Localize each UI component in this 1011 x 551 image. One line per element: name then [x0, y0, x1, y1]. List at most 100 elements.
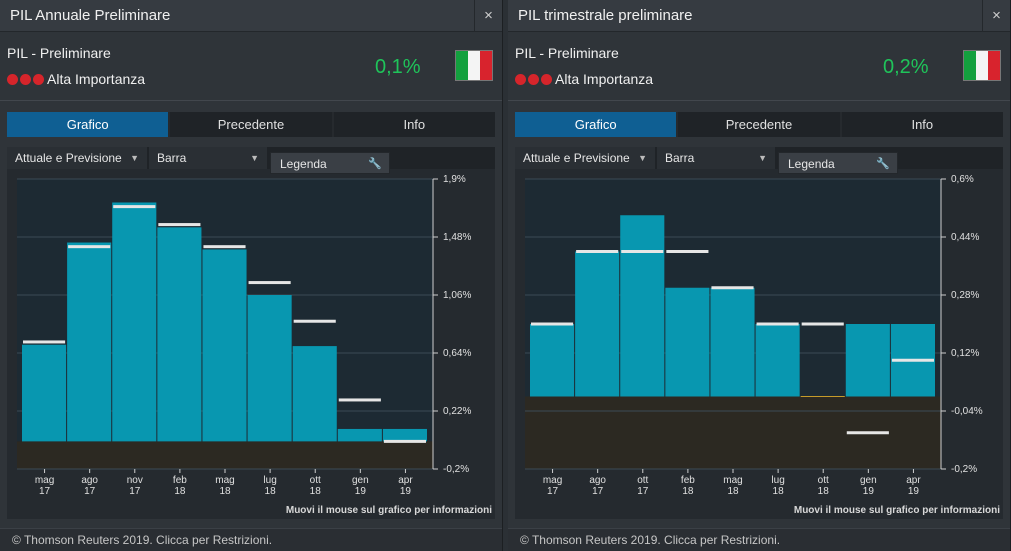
panel-quarterly-gdp: PIL trimestrale preliminare × PIL - Prel…: [508, 0, 1011, 551]
x-tick-label: 17: [637, 486, 649, 497]
x-tick-label: ott: [310, 475, 321, 486]
tab-precedente[interactable]: Precedente: [170, 112, 332, 137]
copyright-footer[interactable]: © Thomson Reuters 2019. Clicca per Restr…: [0, 528, 502, 551]
x-tick-label: 17: [39, 486, 51, 497]
y-tick-label: 1,48%: [443, 232, 471, 243]
panel-annual-gdp: PIL Annuale Preliminare × PIL - Prelimin…: [0, 0, 503, 551]
caret-down-icon: ▼: [250, 153, 259, 163]
gdp-bar-chart[interactable]: 0,6%0,44%0,28%0,12%-0,04%-0,2%mag17ago17…: [515, 169, 1003, 499]
gdp-bar-chart[interactable]: 1,9%1,48%1,06%0,64%0,22%-0,2%mag17ago17n…: [7, 169, 495, 499]
tab-info[interactable]: Info: [333, 112, 495, 137]
event-value: 0,1%: [375, 56, 421, 78]
forecast-marker: [113, 205, 156, 209]
view-select[interactable]: Attuale e Previsione ▼: [515, 147, 655, 169]
view-select-value: Attuale e Previsione: [15, 151, 122, 165]
event-header: PIL - Preliminare Alta Importanza 0,1%: [0, 33, 502, 101]
forecast-marker: [576, 250, 619, 253]
chart-type-value: Barra: [665, 151, 695, 165]
importance-label: Alta Importanza: [47, 71, 146, 87]
view-select-value: Attuale e Previsione: [523, 151, 630, 165]
caret-down-icon: ▼: [130, 153, 139, 163]
tab-info[interactable]: Info: [841, 112, 1003, 137]
importance-dot-icon: [7, 73, 18, 85]
bar: [710, 287, 755, 397]
x-tick-label: 17: [547, 486, 559, 497]
x-tick-label: lug: [263, 475, 276, 486]
legend-label: Legenda: [280, 157, 327, 171]
view-select[interactable]: Attuale e Previsione ▼: [7, 147, 147, 169]
forecast-marker: [293, 319, 336, 323]
y-tick-label: 0,28%: [951, 290, 979, 301]
x-tick-label: ott: [637, 475, 648, 486]
tab-grafico[interactable]: Grafico: [7, 112, 169, 137]
importance-dot-icon: [20, 73, 31, 85]
bar: [665, 287, 710, 397]
x-tick-label: 18: [818, 486, 830, 497]
importance-dot-icon: [515, 73, 526, 85]
x-tick-label: gen: [860, 475, 877, 486]
hover-hint: Muovi il mouse sul grafico per informazi…: [793, 505, 1000, 516]
y-tick-label: 1,9%: [443, 174, 466, 185]
chart-area[interactable]: 1,9% 1,48% 1,06% 0,64% 0,22% -0,2% mag 17 ago 17 n…: [7, 169, 495, 519]
x-tick-label: 18: [682, 486, 694, 497]
x-tick-label: mag: [543, 475, 562, 486]
panel-titlebar: PIL Annuale Preliminare ×: [0, 0, 502, 32]
bar: [67, 242, 112, 442]
x-tick-label: mag: [35, 475, 54, 486]
x-tick-label: mag: [723, 475, 742, 486]
x-tick-label: nov: [127, 475, 143, 486]
event-header: PIL - Preliminare Alta Importanza 0,2%: [508, 33, 1010, 101]
close-icon[interactable]: ×: [982, 0, 1010, 32]
view-tabs: Grafico Precedente Info: [7, 112, 495, 137]
forecast-marker: [158, 223, 201, 227]
bar: [845, 324, 890, 397]
y-tick-label: -0,2%: [951, 464, 977, 475]
panel-title: PIL Annuale Preliminare: [10, 7, 171, 24]
forecast-marker: [203, 245, 246, 249]
forecast-marker: [756, 322, 799, 326]
bar: [22, 344, 67, 442]
italy-flag-icon: [455, 50, 493, 81]
x-tick-label: apr: [398, 475, 413, 486]
view-tabs: Grafico Precedente Info: [515, 112, 1003, 137]
copyright-footer[interactable]: © Thomson Reuters 2019. Clicca per Restr…: [508, 528, 1010, 551]
legend-button[interactable]: Legenda 🔧: [778, 152, 898, 174]
caret-down-icon: ▼: [638, 153, 647, 163]
close-icon[interactable]: ×: [474, 0, 502, 32]
bar: [382, 428, 427, 442]
bar: [202, 249, 247, 442]
x-tick-label: 18: [265, 486, 277, 497]
x-tick-label: 18: [310, 486, 322, 497]
x-tick-label: mag: [215, 475, 234, 486]
importance-dot-icon: [33, 73, 44, 85]
chart-type-select[interactable]: Barra ▼: [149, 147, 267, 169]
italy-flag-icon: [963, 50, 1001, 81]
y-tick-label: 1,06%: [443, 290, 471, 301]
bar: [247, 295, 292, 442]
chart-area[interactable]: 0,6% 0,44% 0,28% 0,12% -0,04% -0,2% mag 17 ago 17…: [515, 169, 1003, 519]
chart-type-select[interactable]: Barra ▼: [657, 147, 775, 169]
tab-precedente[interactable]: Precedente: [678, 112, 840, 137]
tab-grafico[interactable]: Grafico: [515, 112, 677, 137]
importance-indicator: Alta Importanza: [7, 71, 145, 87]
x-tick-label: feb: [681, 475, 695, 486]
legend-button[interactable]: Legenda 🔧: [270, 152, 390, 174]
forecast-marker: [846, 431, 889, 435]
event-subtitle: PIL - Preliminare: [515, 45, 619, 61]
x-tick-label: ott: [818, 475, 829, 486]
x-tick-label: lug: [771, 475, 784, 486]
importance-dot-icon: [528, 73, 539, 85]
x-tick-label: feb: [173, 475, 187, 486]
x-tick-label: 18: [174, 486, 186, 497]
importance-indicator: Alta Importanza: [515, 71, 653, 87]
bar: [530, 324, 575, 397]
x-tick-label: 19: [863, 486, 875, 497]
caret-down-icon: ▼: [758, 153, 767, 163]
chart-toolbar: Attuale e Previsione ▼ Barra ▼: [515, 147, 1003, 169]
y-tick-label: 0,64%: [443, 348, 471, 359]
bar: [575, 251, 620, 397]
panel-title: PIL trimestrale preliminare: [518, 7, 693, 24]
event-value: 0,2%: [883, 56, 929, 78]
forecast-marker: [68, 245, 111, 249]
x-tick-label: gen: [352, 475, 369, 486]
